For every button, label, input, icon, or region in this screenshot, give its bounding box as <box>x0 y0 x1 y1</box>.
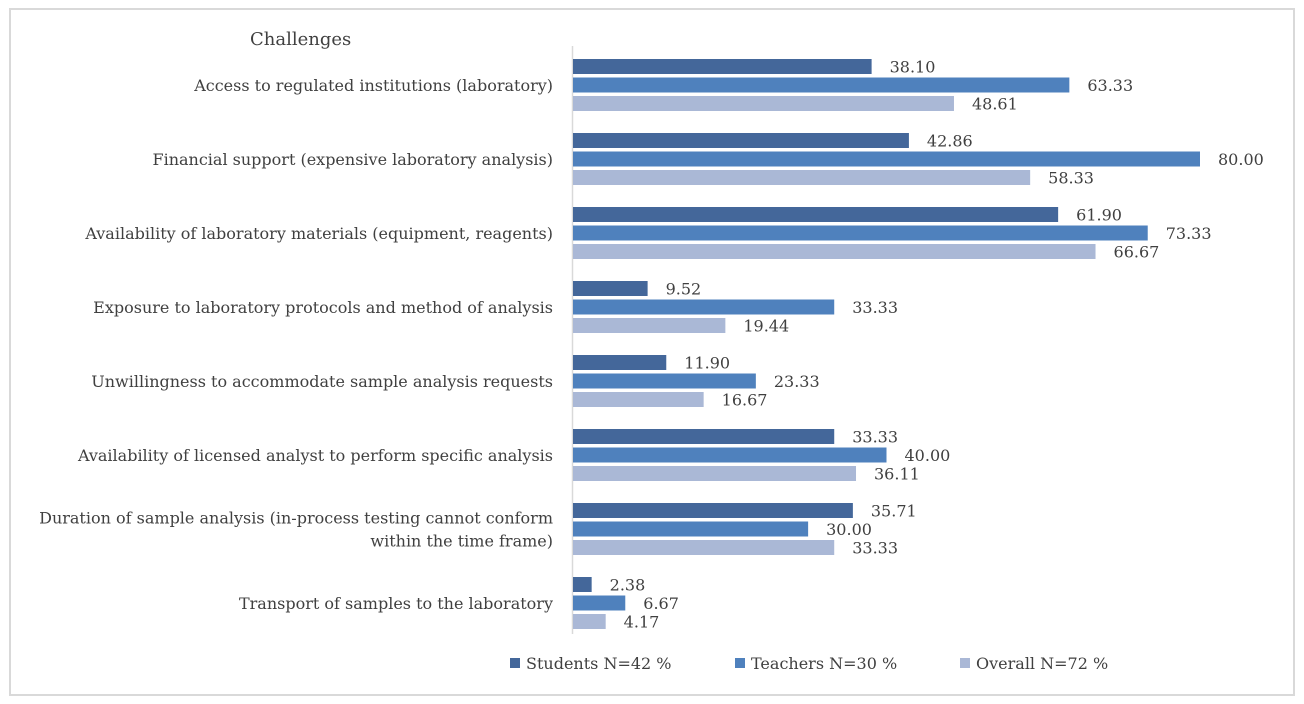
data-label: 19.44 <box>743 317 789 336</box>
data-label: 23.33 <box>774 372 820 391</box>
category-label: Unwillingness to accommodate sample anal… <box>91 372 553 391</box>
bar-students <box>573 59 872 74</box>
category-label: Exposure to laboratory protocols and met… <box>93 298 553 317</box>
category-label: Availability of licensed analyst to perf… <box>77 446 553 465</box>
category-label: Financial support (expensive laboratory … <box>152 150 553 169</box>
data-label: 4.17 <box>624 613 660 632</box>
data-label: 48.61 <box>972 95 1018 114</box>
legend-item-students: Students N=42 % <box>510 652 672 674</box>
bar-students <box>573 577 592 592</box>
category-label: within the time frame) <box>370 532 553 551</box>
legend-swatch-teachers <box>735 658 745 668</box>
legend-label-overall: Overall N=72 % <box>976 653 1109 673</box>
data-label: 2.38 <box>610 576 646 595</box>
data-label: 58.33 <box>1048 169 1094 188</box>
bar-teachers <box>573 225 1148 241</box>
bar-overall <box>573 392 704 407</box>
bar-teachers <box>573 595 626 611</box>
category-labels: Access to regulated institutions (labora… <box>39 76 553 613</box>
bar-students <box>573 133 909 148</box>
data-label: 61.90 <box>1076 206 1122 225</box>
bar-students <box>573 503 853 518</box>
bar-overall <box>573 244 1096 259</box>
bar-students <box>573 429 835 444</box>
data-label: 35.71 <box>871 502 917 521</box>
bar-overall <box>573 614 606 629</box>
data-label: 33.33 <box>852 539 898 558</box>
data-label: 6.67 <box>643 594 679 613</box>
bar-teachers <box>573 299 835 315</box>
category-label: Access to regulated institutions (labora… <box>193 76 553 95</box>
legend-item-teachers: Teachers N=30 % <box>735 652 897 674</box>
data-label: 11.90 <box>684 354 730 373</box>
legend-label-teachers: Teachers N=30 % <box>751 653 898 673</box>
bar-overall <box>573 96 954 111</box>
data-label: 30.00 <box>826 520 872 539</box>
bar-teachers <box>573 373 756 389</box>
data-label: 42.86 <box>927 132 973 151</box>
data-label: 40.00 <box>905 446 951 465</box>
bar-overall <box>573 466 857 481</box>
legend-swatch-students <box>510 658 520 668</box>
legend-label-students: Students N=42 % <box>526 653 672 673</box>
bar-teachers <box>573 151 1200 167</box>
data-label: 36.11 <box>874 465 920 484</box>
data-label: 38.10 <box>890 58 936 77</box>
bar-teachers <box>573 521 809 537</box>
bar-students <box>573 355 667 370</box>
legend-swatch-overall <box>960 658 970 668</box>
chart-title: Challenges <box>250 29 351 50</box>
bar-overall <box>573 170 1031 185</box>
bar-teachers <box>573 447 887 463</box>
bar-students <box>573 207 1059 222</box>
category-label: Duration of sample analysis (in-process … <box>39 509 553 528</box>
legend-item-overall: Overall N=72 % <box>960 652 1108 674</box>
data-label: 80.00 <box>1218 150 1264 169</box>
bar-overall <box>573 540 835 555</box>
data-label: 16.67 <box>722 391 768 410</box>
bar-teachers <box>573 77 1070 93</box>
data-label: 9.52 <box>666 280 702 299</box>
data-label: 33.33 <box>852 298 898 317</box>
data-label: 73.33 <box>1166 224 1212 243</box>
data-label: 66.67 <box>1114 243 1160 262</box>
bars: 38.10 63.33 48.61 42.86 80.00 58.33 61.90 73.33… <box>573 58 1264 632</box>
data-label: 33.33 <box>852 428 898 447</box>
category-label: Transport of samples to the laboratory <box>239 594 553 613</box>
bar-overall <box>573 318 726 333</box>
bar-students <box>573 281 648 296</box>
category-label: Availability of laboratory materials (eq… <box>84 224 553 243</box>
chart-frame <box>9 8 1295 696</box>
data-label: 63.33 <box>1087 76 1133 95</box>
